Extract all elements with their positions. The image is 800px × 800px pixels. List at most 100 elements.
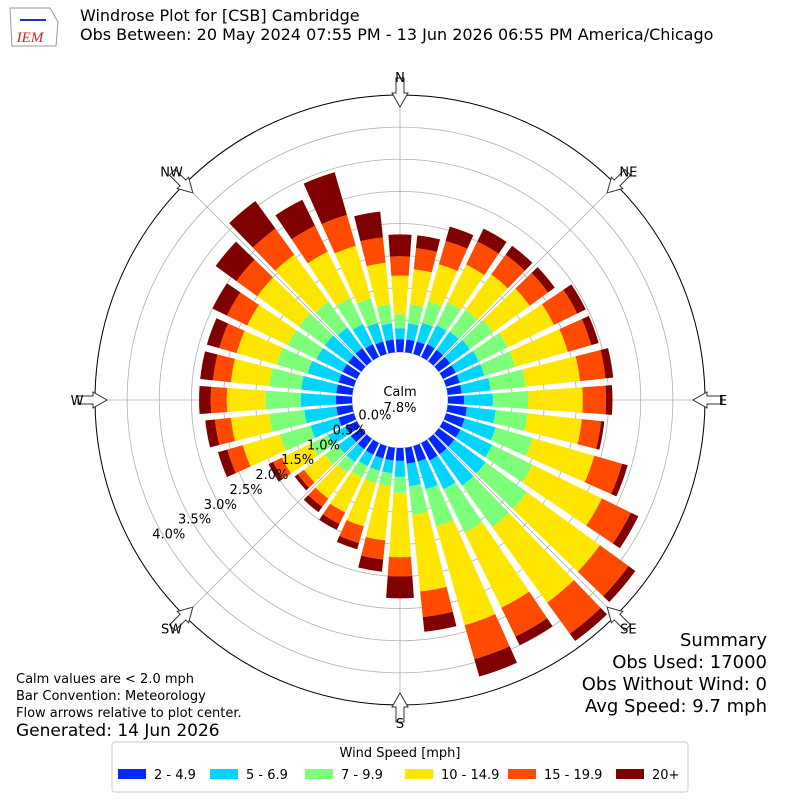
compass-label: NE	[619, 166, 637, 181]
bar-segment	[337, 455, 355, 473]
summary: Avg Speed: 9.7 mph	[585, 696, 767, 717]
summary: Obs Used: 17000	[612, 652, 767, 673]
bar-segment	[522, 464, 602, 526]
bar-segment	[337, 327, 363, 354]
flow-arrow	[168, 606, 194, 632]
bar-segment	[214, 417, 235, 446]
logo: IEM	[9, 7, 59, 47]
bar-segment	[443, 413, 465, 428]
grid-spoke	[184, 184, 367, 367]
bar-segment	[581, 315, 599, 346]
bar-segment	[513, 492, 600, 572]
bar-segment	[509, 328, 568, 367]
bar-segment	[449, 309, 478, 340]
bar-segment	[385, 446, 395, 461]
legend-label: 15 - 19.9	[544, 768, 602, 783]
logo-outline	[9, 7, 59, 47]
bar-segment	[389, 256, 411, 276]
bar-segment	[462, 476, 510, 528]
bar-segment	[501, 591, 548, 637]
bar-segment	[386, 576, 414, 599]
bar-segment	[200, 351, 218, 381]
bar-segment	[485, 444, 533, 483]
bar-segment	[357, 434, 372, 450]
bar-segment	[229, 201, 276, 248]
bar-segment	[488, 369, 526, 391]
bar-segment	[330, 471, 363, 513]
bar-segment	[304, 406, 338, 424]
bar-segment	[492, 391, 529, 409]
bar-segment	[395, 447, 405, 461]
bar-segment	[559, 319, 592, 352]
bar-segment	[291, 225, 328, 264]
bar-segment	[294, 474, 310, 491]
bar-segment	[348, 355, 366, 372]
legend-swatch	[405, 769, 433, 779]
legend-label: 20+	[652, 768, 679, 783]
bar-segment	[275, 254, 329, 313]
bar-segment	[389, 492, 411, 558]
bar-segment	[281, 443, 318, 474]
bar-segment	[439, 421, 461, 438]
bar-segment	[439, 365, 456, 379]
grid-spoke	[433, 433, 616, 616]
compass-label: E	[719, 394, 727, 409]
legend-swatch	[118, 769, 146, 779]
bar-segment	[524, 413, 582, 445]
flow-arrow	[606, 606, 632, 632]
bar-segment	[356, 298, 378, 327]
bar-segment	[307, 360, 342, 383]
bar-segment	[531, 267, 555, 293]
bar-segment	[409, 483, 428, 515]
bar-segment	[236, 330, 283, 365]
bar-segment	[346, 443, 365, 463]
bar-segment	[358, 450, 374, 467]
legend-label: 10 - 14.9	[441, 768, 499, 783]
bar-segment	[301, 375, 338, 394]
bar-segment	[421, 439, 438, 461]
bar-segment	[350, 428, 366, 443]
bar-segment	[358, 555, 384, 572]
bar-segment	[268, 461, 283, 482]
bar-segment	[611, 463, 628, 497]
bar-segment	[336, 405, 354, 416]
legend-swatch	[305, 769, 333, 779]
bar-segment	[367, 322, 384, 345]
bar-segment	[434, 428, 455, 447]
bar-segment	[273, 457, 291, 479]
bar-segment	[413, 341, 425, 357]
bar-segment	[269, 410, 307, 432]
bar-segment	[582, 385, 607, 415]
bar-segment	[205, 419, 220, 448]
r-tick-label: 0.0%	[358, 409, 391, 424]
bar-segment	[415, 235, 441, 252]
compass-label: N	[395, 71, 405, 86]
bar-segment	[324, 335, 354, 363]
bar-segment	[436, 331, 459, 356]
bar-segment	[300, 393, 337, 407]
bar-segment	[413, 248, 437, 273]
bar-segment	[334, 245, 371, 304]
bar-segment	[230, 413, 273, 442]
bar-segment	[443, 482, 483, 533]
bar-segment	[394, 314, 406, 329]
grid-spoke	[433, 184, 616, 367]
bar-segment	[446, 405, 467, 417]
bar-segment	[447, 264, 485, 310]
compass-label: SE	[620, 622, 636, 637]
bar-segment	[324, 445, 345, 465]
compass-label: NW	[160, 166, 183, 181]
bar-segment	[491, 254, 525, 289]
legend-label: 2 - 4.9	[154, 768, 196, 783]
bar-segment	[465, 274, 508, 320]
bar-segment	[445, 226, 474, 249]
bar-segment	[342, 364, 361, 379]
bar-segment	[527, 387, 583, 413]
bar-segment	[275, 199, 316, 240]
bar-segment	[569, 607, 607, 642]
bar-segment	[420, 586, 453, 618]
bar-segment	[388, 234, 412, 257]
bar-segment	[365, 439, 379, 455]
bar-segment	[526, 438, 595, 483]
legend-swatch	[508, 769, 536, 779]
